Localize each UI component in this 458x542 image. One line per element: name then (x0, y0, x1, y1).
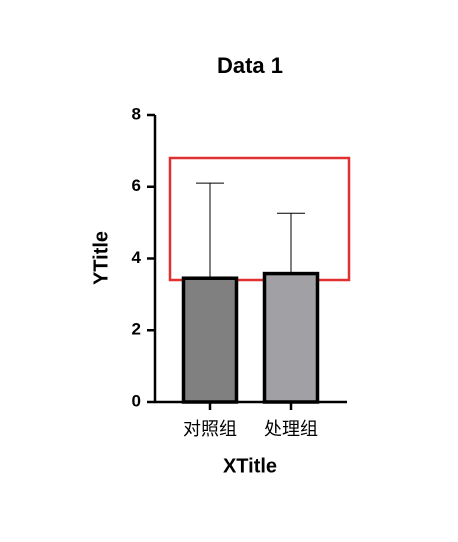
x-axis-title: XTitle (223, 455, 277, 477)
bar (181, 276, 239, 404)
highlight-box (168, 156, 351, 282)
y-tick-label: 0 (132, 391, 141, 410)
x-tick-label: 处理组 (264, 419, 318, 440)
bar (262, 271, 320, 404)
chart-title: Data 1 (217, 53, 283, 78)
y-tick-label: 6 (132, 176, 141, 195)
x-tick-label: 对照组 (183, 419, 237, 440)
y-tick-label: 2 (132, 320, 141, 339)
y-axis-title: YTitle (90, 231, 112, 285)
y-tick-label: 8 (132, 104, 141, 123)
y-tick-label: 4 (132, 248, 142, 267)
